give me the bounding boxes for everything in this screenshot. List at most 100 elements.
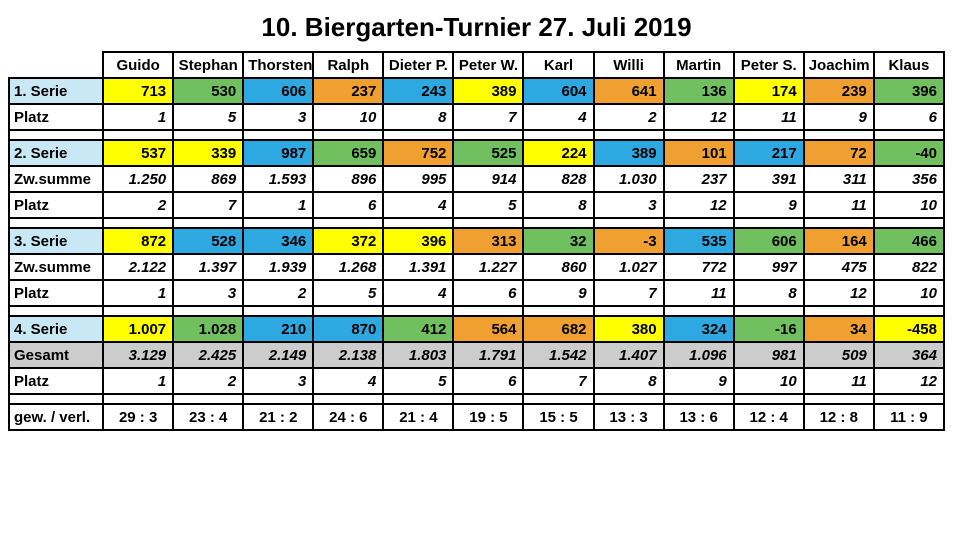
platz-row-cell: 6: [313, 192, 383, 218]
serie-value: 101: [664, 140, 734, 166]
zwsumme-row-cell: 237: [664, 166, 734, 192]
platz-row-cell: 9: [523, 280, 593, 306]
gesamt-row-cell: 1.407: [594, 342, 664, 368]
zwsumme-row-cell: 356: [874, 166, 944, 192]
row-label: Platz: [9, 104, 103, 130]
serie-value: -16: [734, 316, 804, 342]
serie-value: 174: [734, 78, 804, 104]
serie-value: 606: [734, 228, 804, 254]
serie-value: 604: [523, 78, 593, 104]
zwsumme-row-cell: 311: [804, 166, 874, 192]
serie2-row: 2. Serie53733998765975252522438910121772…: [9, 140, 944, 166]
row-label: 4. Serie: [9, 316, 103, 342]
ratio-row-cell: 13 : 6: [664, 404, 734, 430]
platz-row-cell: 5: [453, 192, 523, 218]
zwsumme-row-cell: 2.122: [103, 254, 173, 280]
player-header: Dieter P.: [383, 52, 453, 78]
platz-row-cell: 2: [173, 368, 243, 394]
row-label: Platz: [9, 280, 103, 306]
serie-value: 339: [173, 140, 243, 166]
row-label: Platz: [9, 368, 103, 394]
platz-row-cell: 8: [523, 192, 593, 218]
serie-value: 525: [453, 140, 523, 166]
zwsumme-row-cell: 1.268: [313, 254, 383, 280]
platz-row-cell: 4: [313, 368, 383, 394]
platz-row-cell: 11: [804, 192, 874, 218]
serie-value: 224: [523, 140, 593, 166]
gesamt-row-cell: 1.803: [383, 342, 453, 368]
serie-value: 1.028: [173, 316, 243, 342]
serie-value: 564: [453, 316, 523, 342]
gesamt-row-cell: 2.149: [243, 342, 313, 368]
platz-row-cell: 7: [594, 280, 664, 306]
zwsumme-row-cell: 896: [313, 166, 383, 192]
platz-row-cell: 5: [173, 104, 243, 130]
serie-value: 412: [383, 316, 453, 342]
row-label: Zw.summe: [9, 166, 103, 192]
ratio-row-cell: 12 : 4: [734, 404, 804, 430]
serie-value: -458: [874, 316, 944, 342]
platz-row-cell: 11: [664, 280, 734, 306]
platz-row-cell: 2: [594, 104, 664, 130]
platz-row-cell: 12: [804, 280, 874, 306]
gesamt-row-cell: 3.129: [103, 342, 173, 368]
serie-value: 1.007: [103, 316, 173, 342]
zwsumme-row-cell: 772: [664, 254, 734, 280]
platz-row-cell: 1: [103, 104, 173, 130]
serie-value: 164: [804, 228, 874, 254]
serie-value: 641: [594, 78, 664, 104]
row-label: 1. Serie: [9, 78, 103, 104]
platz-row-cell: 11: [734, 104, 804, 130]
serie-value: 752: [383, 140, 453, 166]
gesamt-row-cell: 981: [734, 342, 804, 368]
platz-row-cell: 4: [383, 280, 453, 306]
serie-value: 346: [243, 228, 313, 254]
zwsumme-row-cell: 1.391: [383, 254, 453, 280]
zwsumme-row-cell: 1.030: [594, 166, 664, 192]
serie-value: -3: [594, 228, 664, 254]
player-header: Klaus: [874, 52, 944, 78]
serie-value: 987: [243, 140, 313, 166]
platz-row-cell: 2: [103, 192, 173, 218]
gesamt-row: Gesamt3.1292.4252.1492.1381.8031.7911.54…: [9, 342, 944, 368]
serie4-row: 4. Serie1.0071.028210870412564682380324-…: [9, 316, 944, 342]
zwsumme-row: Zw.summe2.1221.3971.9391.2681.3911.22786…: [9, 254, 944, 280]
platz-row-cell: 3: [243, 104, 313, 130]
gesamt-row-cell: 509: [804, 342, 874, 368]
ratio-row-cell: 11 : 9: [874, 404, 944, 430]
serie-value: 243: [383, 78, 453, 104]
platz-row-cell: 12: [664, 104, 734, 130]
platz-row-cell: 9: [804, 104, 874, 130]
gesamt-row-cell: 1.096: [664, 342, 734, 368]
zwsumme-row-cell: 1.027: [594, 254, 664, 280]
zwsumme-row-cell: 391: [734, 166, 804, 192]
serie-value: -40: [874, 140, 944, 166]
zwsumme-row-cell: 914: [453, 166, 523, 192]
player-header: Karl: [523, 52, 593, 78]
gesamt-row-cell: 2.138: [313, 342, 383, 368]
serie-value: 396: [383, 228, 453, 254]
platz-row-cell: 4: [523, 104, 593, 130]
spacer-row: [9, 394, 944, 404]
serie-value: 217: [734, 140, 804, 166]
serie-value: 210: [243, 316, 313, 342]
serie-value: 528: [173, 228, 243, 254]
zwsumme-row-cell: 869: [173, 166, 243, 192]
page-title: 10. Biergarten-Turnier 27. Juli 2019: [8, 12, 945, 43]
platz-row-cell: 4: [383, 192, 453, 218]
zwsumme-row-cell: 997: [734, 254, 804, 280]
row-label: Gesamt: [9, 342, 103, 368]
platz-row-cell: 3: [243, 368, 313, 394]
platz-row: Platz153108742121196: [9, 104, 944, 130]
platz-row-cell: 5: [383, 368, 453, 394]
platz-row-cell: 6: [453, 280, 523, 306]
player-header: Ralph: [313, 52, 383, 78]
ratio-row-cell: 21 : 4: [383, 404, 453, 430]
platz-row-cell: 12: [874, 368, 944, 394]
serie-value: 466: [874, 228, 944, 254]
zwsumme-row-cell: 1.397: [173, 254, 243, 280]
serie-value: 870: [313, 316, 383, 342]
header-row: Guido Stephan Thorsten Ralph Dieter P. P…: [9, 52, 944, 78]
serie-value: 239: [804, 78, 874, 104]
ratio-row-cell: 21 : 2: [243, 404, 313, 430]
